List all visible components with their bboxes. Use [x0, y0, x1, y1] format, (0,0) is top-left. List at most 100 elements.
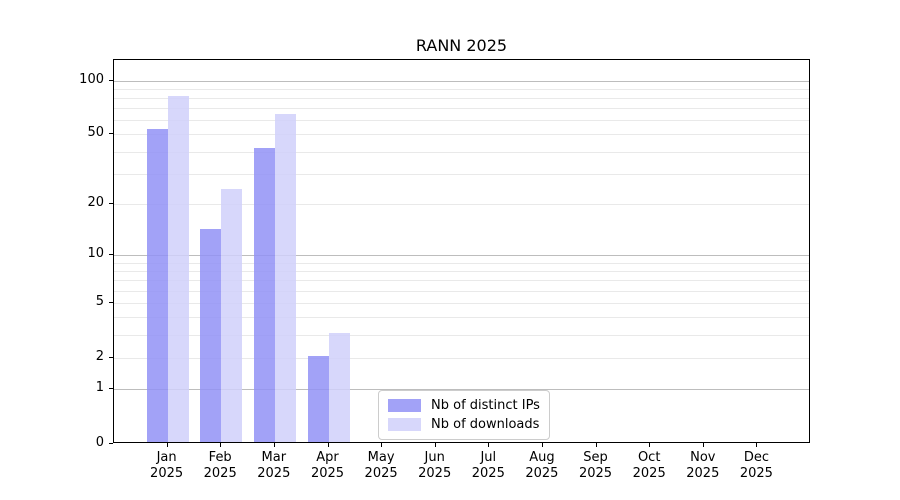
bar-downloads-jan	[167, 95, 189, 442]
year-label-aug: 2025	[525, 466, 559, 481]
year-label-jun: 2025	[418, 466, 452, 481]
gridline-minor-3	[114, 334, 809, 336]
x-tick-jan	[166, 443, 168, 447]
gridline-minor-50	[114, 134, 809, 136]
month-label-may: May	[367, 450, 395, 465]
gridline-major-10	[114, 255, 809, 257]
x-tick-mar	[273, 443, 275, 447]
legend-entry-downloads: Nb of downloads	[388, 415, 540, 434]
y-tick-label-5: 5	[95, 293, 104, 309]
legend-swatch-downloads	[388, 418, 421, 431]
month-label-dec: Dec	[743, 450, 769, 465]
plot-area	[113, 59, 810, 443]
x-tick-may	[381, 443, 383, 447]
month-label-feb: Feb	[208, 450, 232, 465]
bar-downloads-feb	[221, 188, 243, 442]
gridline-minor-7	[114, 280, 809, 282]
y-tick-10	[109, 254, 113, 256]
month-label-jun: Jun	[424, 450, 445, 465]
year-label-nov: 2025	[686, 466, 720, 481]
y-tick-2	[109, 356, 113, 358]
x-tick-label-jul: Jul 2025	[460, 450, 516, 482]
y-tick-100	[109, 79, 113, 81]
month-label-jul: Jul	[480, 450, 497, 465]
x-tick-label-may: May 2025	[353, 450, 409, 482]
gridline-minor-30	[114, 173, 809, 175]
month-label-jan: Jan	[156, 450, 177, 465]
x-tick-label-feb: Feb 2025	[192, 450, 248, 482]
legend-label-distinct-ips: Nb of distinct IPs	[431, 398, 540, 413]
bar-distinct-ips-apr	[307, 355, 329, 442]
bar-downloads-apr	[328, 332, 350, 442]
y-tick-5	[109, 301, 113, 303]
chart-title: RANN 2025	[415, 36, 508, 55]
bar-distinct-ips-feb	[200, 228, 222, 442]
gridline-minor-8	[114, 270, 809, 272]
y-tick-1	[109, 388, 113, 390]
gridline-minor-80	[114, 97, 809, 99]
gridline-minor-2	[114, 357, 809, 359]
y-tick-label-2: 2	[95, 348, 104, 364]
year-label-feb: 2025	[203, 466, 237, 481]
x-tick-sep	[595, 443, 597, 447]
x-tick-jul	[488, 443, 490, 447]
x-tick-label-aug: Aug 2025	[514, 450, 570, 482]
gridline-minor-4	[114, 317, 809, 319]
year-label-jul: 2025	[471, 466, 505, 481]
y-tick-label-100: 100	[79, 71, 104, 87]
gridline-minor-6	[114, 290, 809, 292]
month-label-nov: Nov	[690, 450, 716, 465]
y-tick-50	[109, 133, 113, 135]
x-tick-nov	[702, 443, 704, 447]
y-tick-label-10: 10	[87, 246, 104, 262]
gridline-minor-5	[114, 302, 809, 304]
bar-downloads-mar	[274, 114, 296, 442]
x-tick-feb	[220, 443, 222, 447]
legend-label-downloads: Nb of downloads	[431, 417, 540, 432]
x-tick-label-oct: Oct 2025	[621, 450, 677, 482]
x-tick-apr	[327, 443, 329, 447]
year-label-sep: 2025	[578, 466, 613, 481]
x-tick-label-dec: Dec 2025	[728, 450, 784, 482]
y-tick-label-50: 50	[87, 125, 104, 141]
x-tick-oct	[649, 443, 651, 447]
gridline-minor-70	[114, 108, 809, 110]
x-tick-label-jun: Jun 2025	[407, 450, 463, 482]
gridline-major-100	[114, 80, 809, 82]
x-tick-label-sep: Sep 2025	[568, 450, 624, 482]
gridline-minor-40	[114, 151, 809, 153]
month-label-mar: Mar	[261, 450, 287, 465]
month-label-aug: Aug	[529, 450, 555, 465]
gridline-minor-9	[114, 262, 809, 264]
legend-swatch-distinct-ips	[388, 399, 421, 412]
month-label-apr: Apr	[316, 450, 339, 465]
year-label-may: 2025	[364, 466, 398, 481]
gridline-major-1	[114, 389, 809, 391]
year-label-jan: 2025	[150, 466, 184, 481]
legend-entry-distinct-ips: Nb of distinct IPs	[388, 396, 540, 415]
x-tick-aug	[541, 443, 543, 447]
year-label-oct: 2025	[632, 466, 666, 481]
x-tick-label-apr: Apr 2025	[300, 450, 356, 482]
x-tick-label-jan: Jan 2025	[139, 450, 195, 482]
month-label-sep: Sep	[583, 450, 608, 465]
legend: Nb of distinct IPs Nb of downloads	[378, 390, 550, 440]
month-label-oct: Oct	[637, 450, 661, 465]
y-tick-label-20: 20	[87, 195, 104, 211]
year-label-apr: 2025	[310, 466, 345, 481]
y-tick-label-1: 1	[95, 380, 104, 396]
gridline-minor-20	[114, 204, 809, 206]
x-tick-label-nov: Nov 2025	[675, 450, 731, 482]
gridline-minor-60	[114, 120, 809, 122]
x-tick-dec	[756, 443, 758, 447]
year-label-dec: 2025	[739, 466, 773, 481]
y-tick-label-0: 0	[95, 435, 104, 450]
x-tick-jun	[434, 443, 436, 447]
x-tick-label-mar: Mar 2025	[246, 450, 302, 482]
bar-distinct-ips-jan	[146, 129, 168, 442]
y-tick-20	[109, 203, 113, 205]
y-tick-0	[109, 443, 113, 444]
bar-distinct-ips-mar	[253, 147, 275, 442]
year-label-mar: 2025	[257, 466, 291, 481]
